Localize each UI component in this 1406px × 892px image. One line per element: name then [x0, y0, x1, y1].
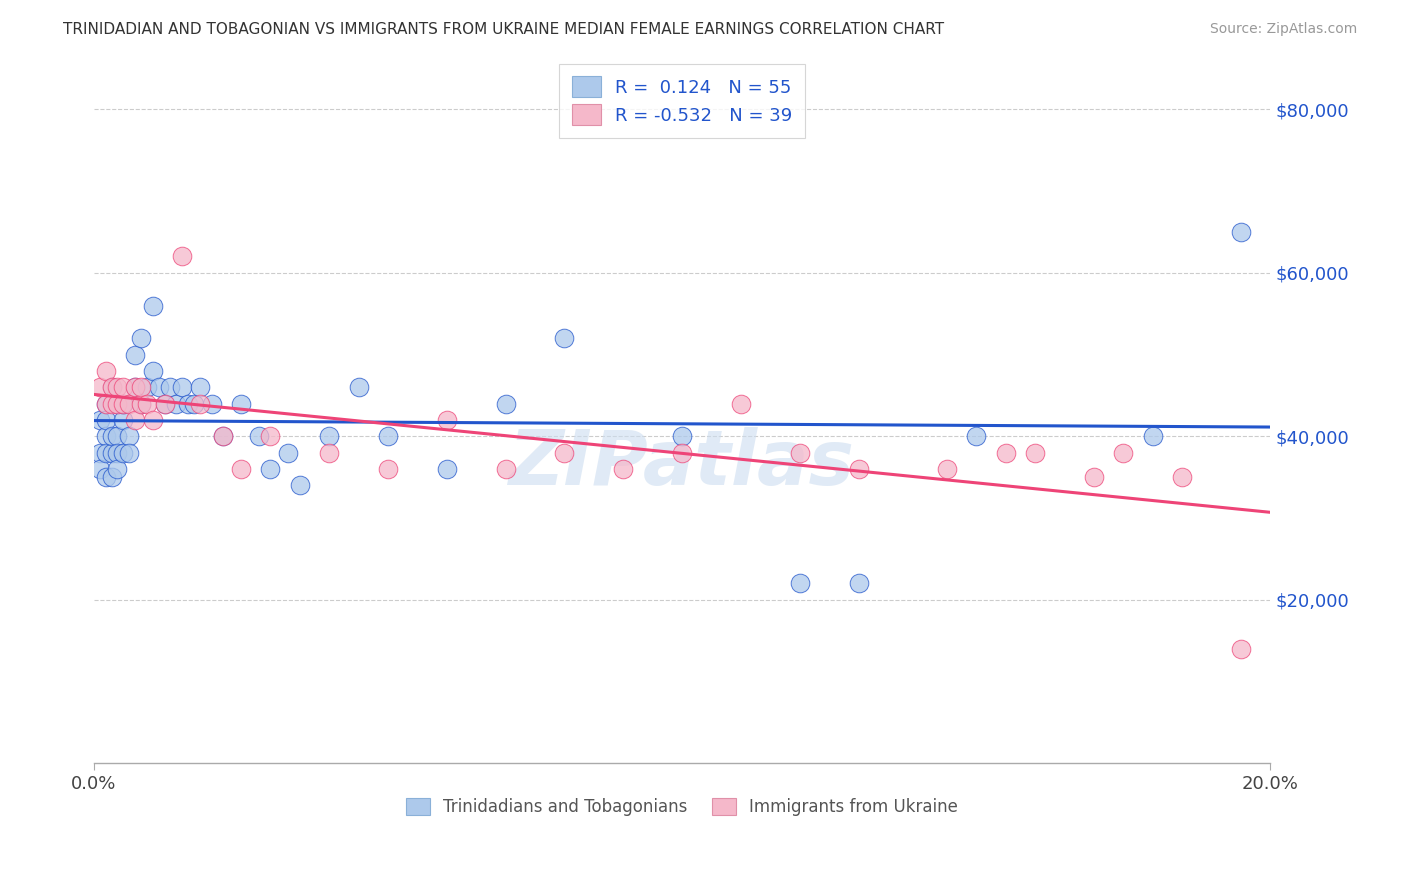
Point [247, 429, 270, 443]
Point [100, 429, 122, 443]
Point [935, 462, 957, 476]
Point [100, 396, 122, 410]
Point [789, 576, 811, 591]
Point [100, 380, 122, 394]
Point [89, 462, 111, 476]
Point [94, 364, 117, 378]
Point [172, 250, 194, 264]
Point [89, 445, 111, 459]
Point [94, 429, 117, 443]
Point [177, 396, 200, 410]
Point [1230, 225, 1253, 239]
Point [553, 445, 575, 459]
Point [112, 396, 135, 410]
Point [118, 396, 141, 410]
Point [94, 445, 117, 459]
Point [124, 380, 146, 394]
Point [129, 396, 152, 410]
Point [1230, 641, 1253, 656]
Point [436, 462, 458, 476]
Point [229, 396, 252, 410]
Point [100, 470, 122, 484]
Point [188, 396, 211, 410]
Text: Source: ZipAtlas.com: Source: ZipAtlas.com [1209, 22, 1357, 37]
Point [118, 445, 141, 459]
Point [107, 462, 129, 476]
Point [212, 429, 235, 443]
Point [124, 347, 146, 361]
Point [495, 396, 517, 410]
Point [553, 331, 575, 345]
Point [200, 396, 222, 410]
Point [94, 413, 117, 427]
Point [159, 380, 181, 394]
Point [129, 380, 152, 394]
Point [1112, 445, 1135, 459]
Point [965, 429, 987, 443]
Point [259, 429, 281, 443]
Point [612, 462, 634, 476]
Point [100, 380, 122, 394]
Point [94, 396, 117, 410]
Point [107, 445, 129, 459]
Point [112, 413, 135, 427]
Point [89, 380, 111, 394]
Point [94, 470, 117, 484]
Point [129, 396, 152, 410]
Point [212, 429, 235, 443]
Point [1083, 470, 1105, 484]
Legend: Trinidadians and Tobagonians, Immigrants from Ukraine: Trinidadians and Tobagonians, Immigrants… [398, 789, 966, 824]
Point [229, 462, 252, 476]
Point [107, 396, 129, 410]
Point [789, 445, 811, 459]
Point [107, 380, 129, 394]
Point [112, 380, 135, 394]
Point [277, 445, 299, 459]
Point [135, 380, 157, 394]
Point [1024, 445, 1046, 459]
Point [165, 396, 187, 410]
Point [377, 462, 399, 476]
Point [436, 413, 458, 427]
Text: ZIPatlas: ZIPatlas [509, 427, 855, 501]
Point [318, 445, 340, 459]
Point [124, 413, 146, 427]
Point [142, 298, 165, 312]
Point [112, 445, 135, 459]
Point [118, 429, 141, 443]
Point [142, 364, 165, 378]
Point [377, 429, 399, 443]
Point [318, 429, 340, 443]
Point [671, 429, 693, 443]
Point [347, 380, 370, 394]
Point [148, 380, 170, 394]
Point [107, 429, 129, 443]
Point [671, 445, 693, 459]
Point [994, 445, 1017, 459]
Point [129, 331, 152, 345]
Point [100, 445, 122, 459]
Point [153, 396, 176, 410]
Point [848, 462, 870, 476]
Point [89, 413, 111, 427]
Point [288, 478, 311, 492]
Point [94, 396, 117, 410]
Point [112, 396, 135, 410]
Point [142, 413, 165, 427]
Point [730, 396, 752, 410]
Point [183, 396, 205, 410]
Point [848, 576, 870, 591]
Point [1171, 470, 1194, 484]
Point [135, 396, 157, 410]
Point [172, 380, 194, 394]
Point [1142, 429, 1164, 443]
Point [188, 380, 211, 394]
Point [259, 462, 281, 476]
Point [495, 462, 517, 476]
Text: TRINIDADIAN AND TOBAGONIAN VS IMMIGRANTS FROM UKRAINE MEDIAN FEMALE EARNINGS COR: TRINIDADIAN AND TOBAGONIAN VS IMMIGRANTS… [63, 22, 945, 37]
Point [153, 396, 176, 410]
Point [124, 380, 146, 394]
Point [107, 396, 129, 410]
